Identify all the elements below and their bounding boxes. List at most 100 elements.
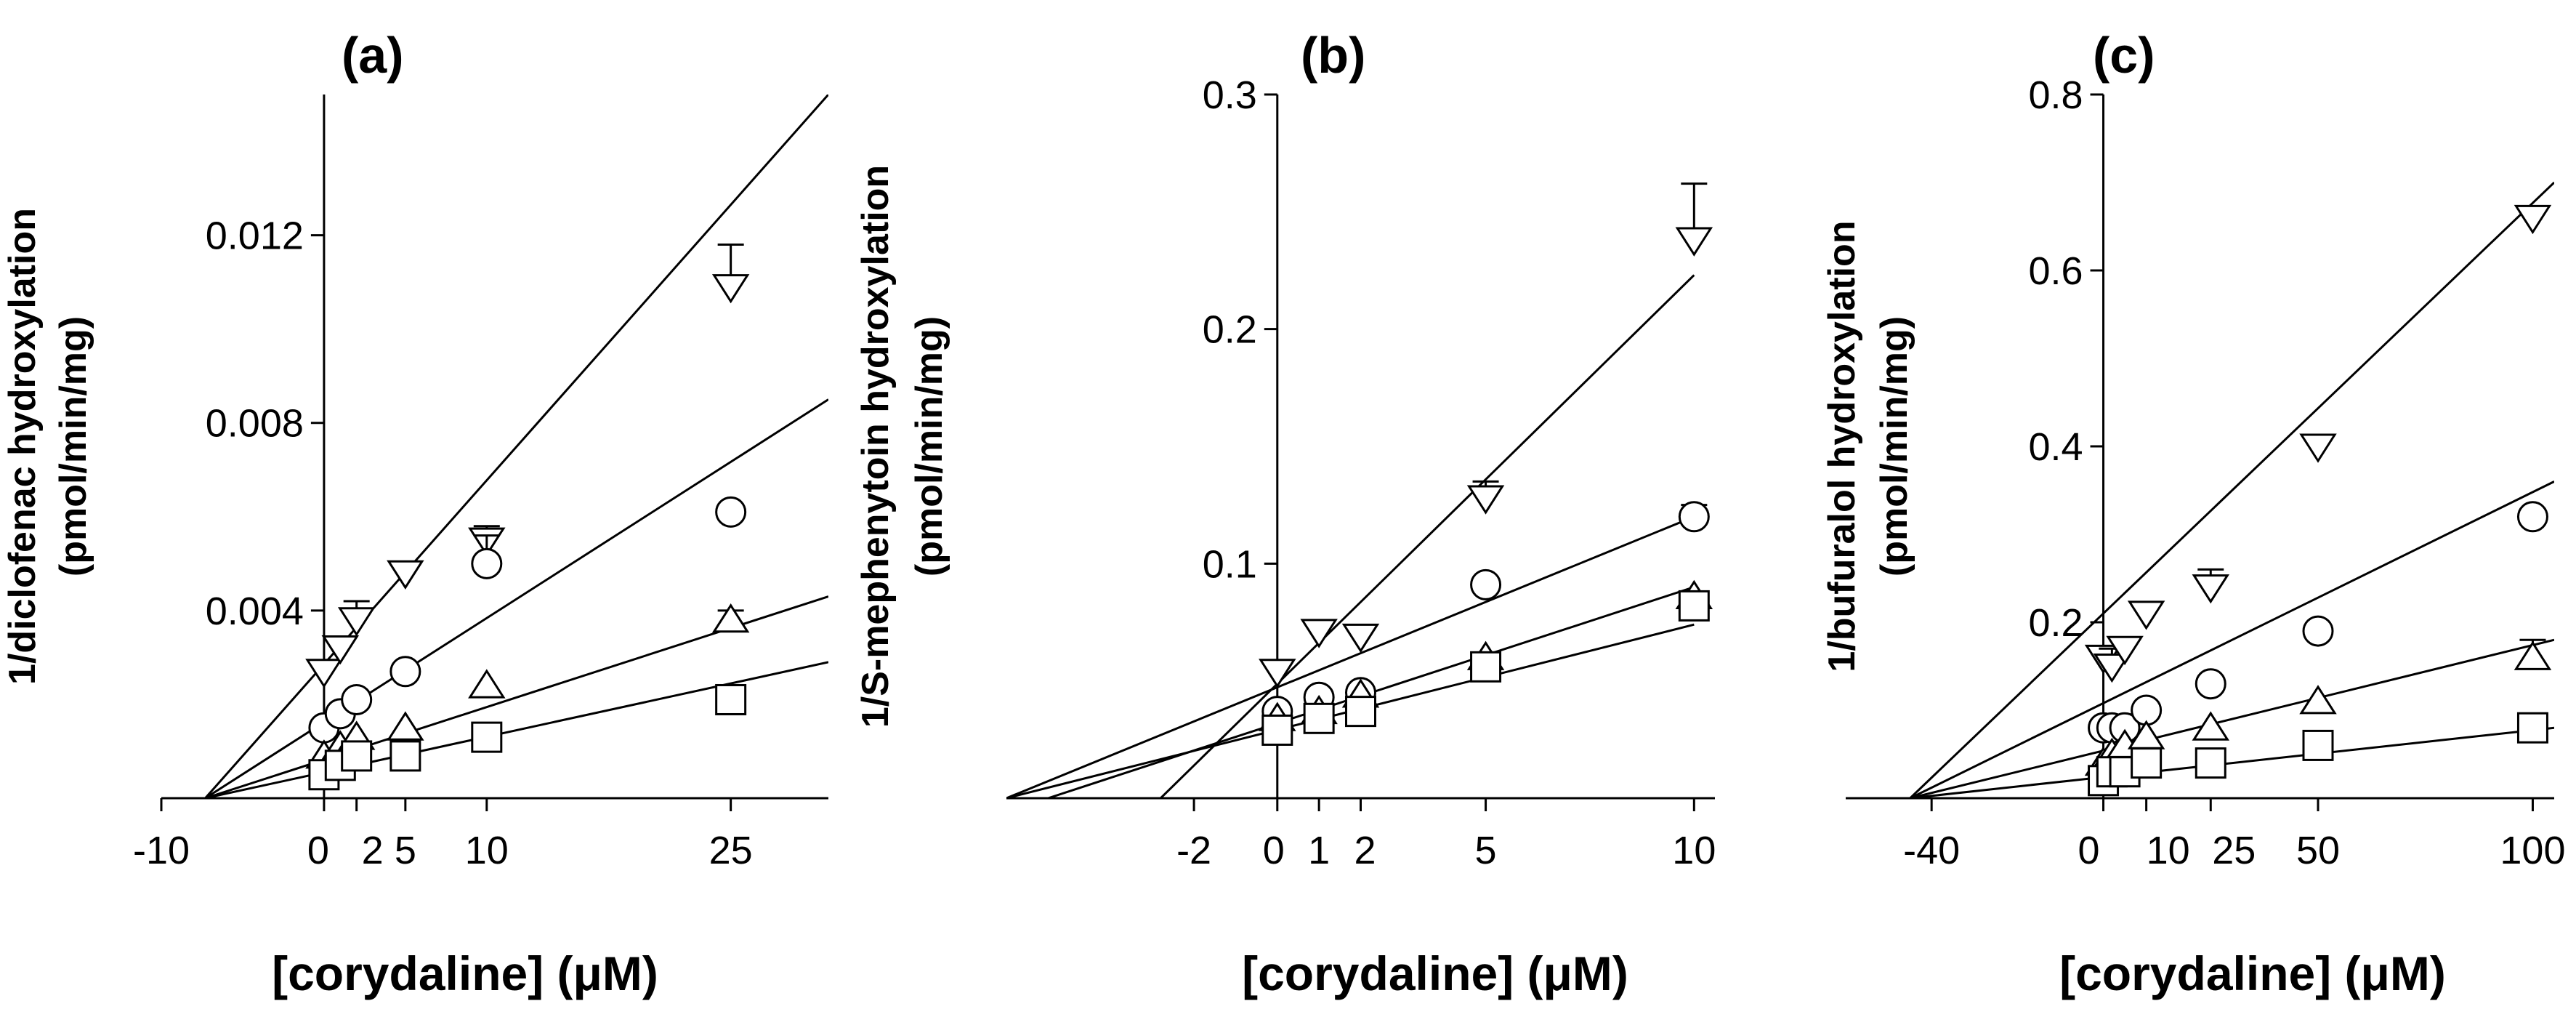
x-tick-label: 2 <box>362 829 384 872</box>
data-point-down-triangle <box>2299 433 2337 463</box>
data-point-triangle <box>387 711 424 741</box>
y-tick-label: 0.012 <box>206 214 304 258</box>
x-tick-label: 10 <box>1672 829 1716 872</box>
series-square <box>2088 712 2548 797</box>
x-tick-label: 50 <box>2296 829 2340 872</box>
data-point-down-triangle <box>1300 619 1338 648</box>
fit-line <box>204 95 828 798</box>
fit-line <box>1006 515 1695 798</box>
panel-a: -10 0 2 5 10 250.0040.0080.012(a)[corydaline]… <box>1 27 828 1000</box>
series-square <box>308 683 747 791</box>
x-tick-label: 2 <box>1354 829 1376 872</box>
data-point-down-triangle <box>2127 600 2165 630</box>
x-tick-label: 0 <box>307 829 329 872</box>
x-tick-label: 0 <box>1263 829 1285 872</box>
data-point-triangle <box>2299 685 2337 715</box>
series-down-triangle <box>305 244 750 688</box>
data-point-square <box>2195 747 2226 779</box>
x-axis-title: [corydaline] (μM) <box>272 946 658 1000</box>
data-point-square <box>1678 590 1710 622</box>
x-tick-label: 0 <box>2078 829 2100 872</box>
fit-lines <box>1909 181 2554 798</box>
data-point-square <box>1303 702 1335 734</box>
data-point-down-triangle <box>1259 659 1296 688</box>
x-tick-label: -40 <box>1903 829 1960 872</box>
data-point-circle <box>2516 501 2548 533</box>
panel-label: (a) <box>342 27 404 84</box>
y-axis-units: (pmol/min/mg) <box>1873 316 1915 576</box>
fit-line <box>1909 481 2554 798</box>
data-point-down-triangle <box>2192 574 2230 604</box>
series-circle <box>1261 501 1710 728</box>
data-point-triangle <box>2514 640 2552 670</box>
x-tick-label: -2 <box>1176 829 1211 872</box>
data-point-down-triangle <box>387 560 424 590</box>
series-square <box>1261 590 1710 746</box>
x-axis-title: [corydaline] (μM) <box>1242 946 1628 1000</box>
data-point-down-triangle <box>711 274 750 304</box>
data-point-circle <box>341 683 373 715</box>
y-axis-title: 1/diclofenac hydroxylation <box>1 208 44 685</box>
y-tick-label: 0.004 <box>206 590 304 633</box>
y-tick-label: 0.4 <box>2028 425 2083 469</box>
data-point-square <box>1261 714 1293 746</box>
x-axis-title: [corydaline] (μM) <box>2059 946 2446 1000</box>
fit-line <box>205 661 828 798</box>
x-tick-label: 25 <box>2212 829 2256 872</box>
x-tick-label: 10 <box>465 829 509 872</box>
data-point-square <box>2516 712 2548 744</box>
data-point-square <box>1345 696 1376 728</box>
y-tick-label: 0.2 <box>2028 601 2083 645</box>
data-point-down-triangle <box>337 607 376 637</box>
y-axis-units: (pmol/min/mg) <box>908 316 950 576</box>
panel-label: (b) <box>1301 27 1365 84</box>
y-tick-label: 0.8 <box>2028 73 2083 117</box>
data-point-down-triangle <box>305 659 343 688</box>
data-point-square <box>389 740 421 772</box>
data-point-down-triangle <box>321 635 360 665</box>
y-tick-label: 0.1 <box>1203 542 1257 586</box>
panel-label: (c) <box>2093 27 2155 84</box>
data-point-square <box>715 683 747 715</box>
data-point-down-triangle <box>2093 654 2131 683</box>
data-point-square <box>1470 651 1502 683</box>
panel-c: -40 0 10 25 50 100 0.2 0.4 0.6 0.8(c) [corydaline]… <box>1821 27 2566 1000</box>
data-point-square <box>341 740 373 772</box>
y-axis-title: 1/bufuralol hydroxylation <box>1821 220 1863 672</box>
y-tick-label: 0.008 <box>206 402 304 446</box>
data-point-square <box>2131 747 2163 779</box>
data-point-circle <box>1470 568 1502 600</box>
series-down-triangle <box>2084 204 2552 683</box>
data-point-down-triangle <box>2514 204 2552 235</box>
x-tick-label: -10 <box>133 829 190 872</box>
x-tick-label: 25 <box>709 829 753 872</box>
data-point-down-triangle <box>1675 227 1713 257</box>
y-axis-units: (pmol/min/mg) <box>52 316 94 576</box>
data-point-square <box>2302 729 2334 761</box>
data-point-down-triangle <box>2106 635 2144 666</box>
x-tick-label: 5 <box>395 829 416 872</box>
data-point-triangle <box>711 603 750 633</box>
series-circle <box>308 496 747 744</box>
x-tick-label: 5 <box>1475 829 1497 872</box>
y-tick-label: 0.3 <box>1203 73 1257 117</box>
series-down-triangle <box>1259 182 1713 688</box>
fit-line <box>1160 274 1695 798</box>
data-point-triangle <box>468 669 506 699</box>
y-axis-title: 1/S-mephenytoin hydroxylation <box>855 165 897 728</box>
fit-line <box>1909 181 2554 798</box>
data-point-down-triangle <box>1466 485 1505 515</box>
x-tick-label: 100 <box>2500 829 2565 872</box>
x-tick-label: 10 <box>2147 829 2190 872</box>
fit-line <box>1910 726 2554 798</box>
data-point-circle <box>1678 501 1710 533</box>
data-point-square <box>471 721 503 753</box>
y-tick-label: 0.2 <box>1203 308 1257 352</box>
fit-line <box>1910 638 2554 798</box>
panel-b: -2 0 1 2 5 10 0.1 0.2 0.3 (b) [corydaline] (μM) 1/S… <box>855 27 1716 1000</box>
data-point-down-triangle <box>1341 623 1380 654</box>
data-point-circle <box>2302 615 2334 647</box>
data-point-circle <box>389 656 421 688</box>
data-point-triangle <box>2192 711 2230 741</box>
